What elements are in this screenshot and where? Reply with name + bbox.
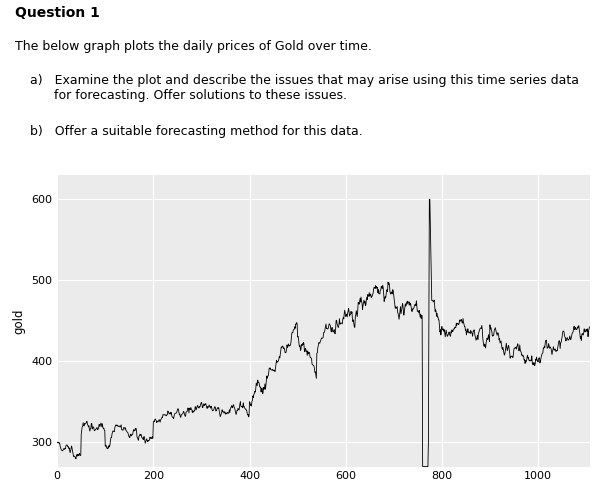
Text: a)   Examine the plot and describe the issues that may arise using this time ser: a) Examine the plot and describe the iss… — [30, 74, 579, 102]
Text: b)   Offer a suitable forecasting method for this data.: b) Offer a suitable forecasting method f… — [30, 125, 363, 138]
Text: The below graph plots the daily prices of Gold over time.: The below graph plots the daily prices o… — [15, 40, 372, 53]
Text: Question 1: Question 1 — [15, 6, 100, 20]
Y-axis label: gold: gold — [13, 308, 26, 333]
